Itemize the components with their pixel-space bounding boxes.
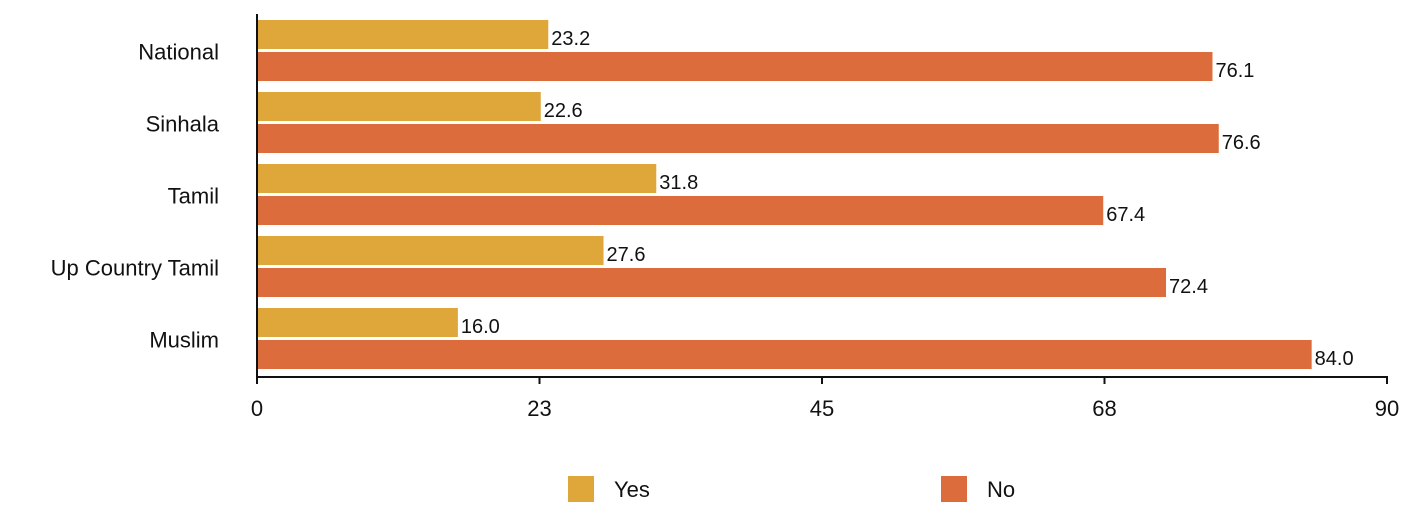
x-tick-label-3: 68 bbox=[1092, 396, 1116, 421]
legend-label-yes: Yes bbox=[614, 477, 650, 502]
value-label-yes-3: 27.6 bbox=[607, 244, 646, 266]
value-label-yes-4: 16.0 bbox=[461, 316, 500, 338]
category-label-0: National bbox=[138, 40, 219, 65]
x-tick-label-0: 0 bbox=[251, 396, 263, 421]
category-label-1: Sinhala bbox=[146, 112, 220, 137]
legend-label-no: No bbox=[987, 477, 1015, 502]
category-label-4: Muslim bbox=[149, 328, 219, 353]
x-tick-label-4: 90 bbox=[1375, 396, 1399, 421]
value-label-yes-0: 23.2 bbox=[551, 28, 590, 50]
category-label-2: Tamil bbox=[168, 184, 219, 209]
bar-yes-1 bbox=[257, 92, 541, 121]
value-label-no-1: 76.6 bbox=[1222, 132, 1261, 154]
bar-yes-4 bbox=[257, 308, 458, 337]
bar-no-0 bbox=[257, 52, 1213, 81]
value-label-no-4: 84.0 bbox=[1315, 348, 1354, 370]
bar-yes-2 bbox=[257, 164, 657, 193]
value-label-yes-2: 31.8 bbox=[659, 172, 698, 194]
bar-no-3 bbox=[257, 268, 1167, 297]
bar-yes-0 bbox=[257, 20, 549, 49]
value-label-yes-1: 22.6 bbox=[544, 100, 583, 122]
value-label-no-3: 72.4 bbox=[1169, 276, 1208, 298]
value-label-no-0: 76.1 bbox=[1215, 60, 1254, 82]
bar-no-1 bbox=[257, 124, 1219, 153]
bar-yes-3 bbox=[257, 236, 604, 265]
legend-swatch-no bbox=[941, 476, 967, 502]
legend-swatch-yes bbox=[568, 476, 594, 502]
bar-no-2 bbox=[257, 196, 1104, 225]
value-label-no-2: 67.4 bbox=[1106, 204, 1145, 226]
x-tick-label-2: 45 bbox=[810, 396, 834, 421]
category-label-3: Up Country Tamil bbox=[51, 256, 219, 281]
x-tick-label-1: 23 bbox=[527, 396, 551, 421]
bar-no-4 bbox=[257, 340, 1312, 369]
